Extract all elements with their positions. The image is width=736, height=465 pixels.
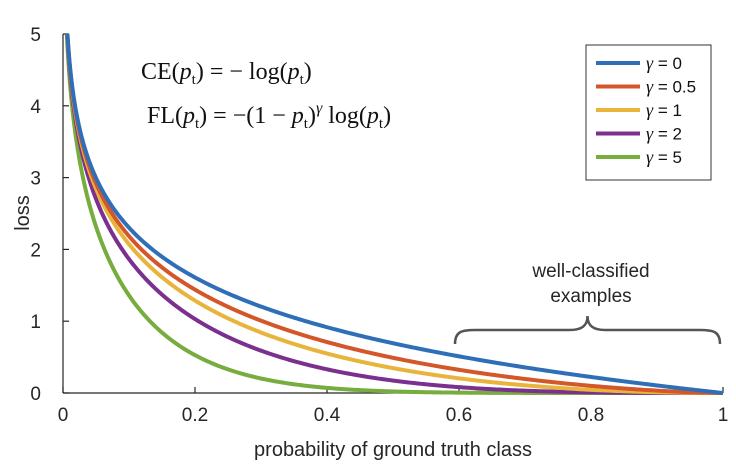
x-tick-label: 0.2: [182, 405, 208, 426]
legend-label: γ = 5: [646, 147, 682, 167]
legend-label: γ = 1: [646, 100, 682, 120]
y-tick-label: 4: [30, 97, 41, 118]
legend: γ = 0 γ = 0.5 γ = 1 γ = 2 γ = 5: [585, 44, 712, 181]
x-tick-label: 0.6: [446, 405, 472, 426]
annotation-line-1: well-classified: [531, 261, 649, 282]
series-line-gamma-1: [65, 32, 723, 395]
y-axis-label: loss: [12, 195, 34, 231]
formula-ce: CE(pt) = − log(pt): [141, 59, 312, 88]
series-line-gamma-2: [65, 32, 723, 395]
x-tick-label: 0.8: [578, 405, 604, 426]
x-tick-label: 0: [58, 405, 69, 426]
formula-fl: FL(pt) = −(1 − pt)γ log(pt): [147, 100, 391, 132]
curly-brace: [453, 315, 722, 345]
loss-curves: [64, 32, 724, 395]
legend-label: γ = 2: [646, 124, 682, 144]
x-tick-label: 1: [718, 405, 729, 426]
y-tick-label: 1: [30, 312, 41, 333]
y-tick-label: 2: [30, 240, 41, 261]
annotation-line-2: examples: [550, 286, 631, 307]
series-line-gamma-0: [65, 32, 724, 395]
y-tick-label: 3: [30, 169, 41, 190]
x-tick-label: 0.4: [314, 405, 341, 426]
x-axis-label: probability of ground truth class: [254, 439, 532, 461]
legend-label: γ = 0: [646, 53, 682, 73]
series-line-gamma-0-5: [65, 32, 724, 395]
y-tick-label: 5: [30, 25, 41, 46]
legend-label: γ = 0.5: [646, 77, 696, 97]
well-classified-annotation: well-classified examples: [453, 261, 722, 345]
y-tick-label: 0: [30, 384, 41, 405]
